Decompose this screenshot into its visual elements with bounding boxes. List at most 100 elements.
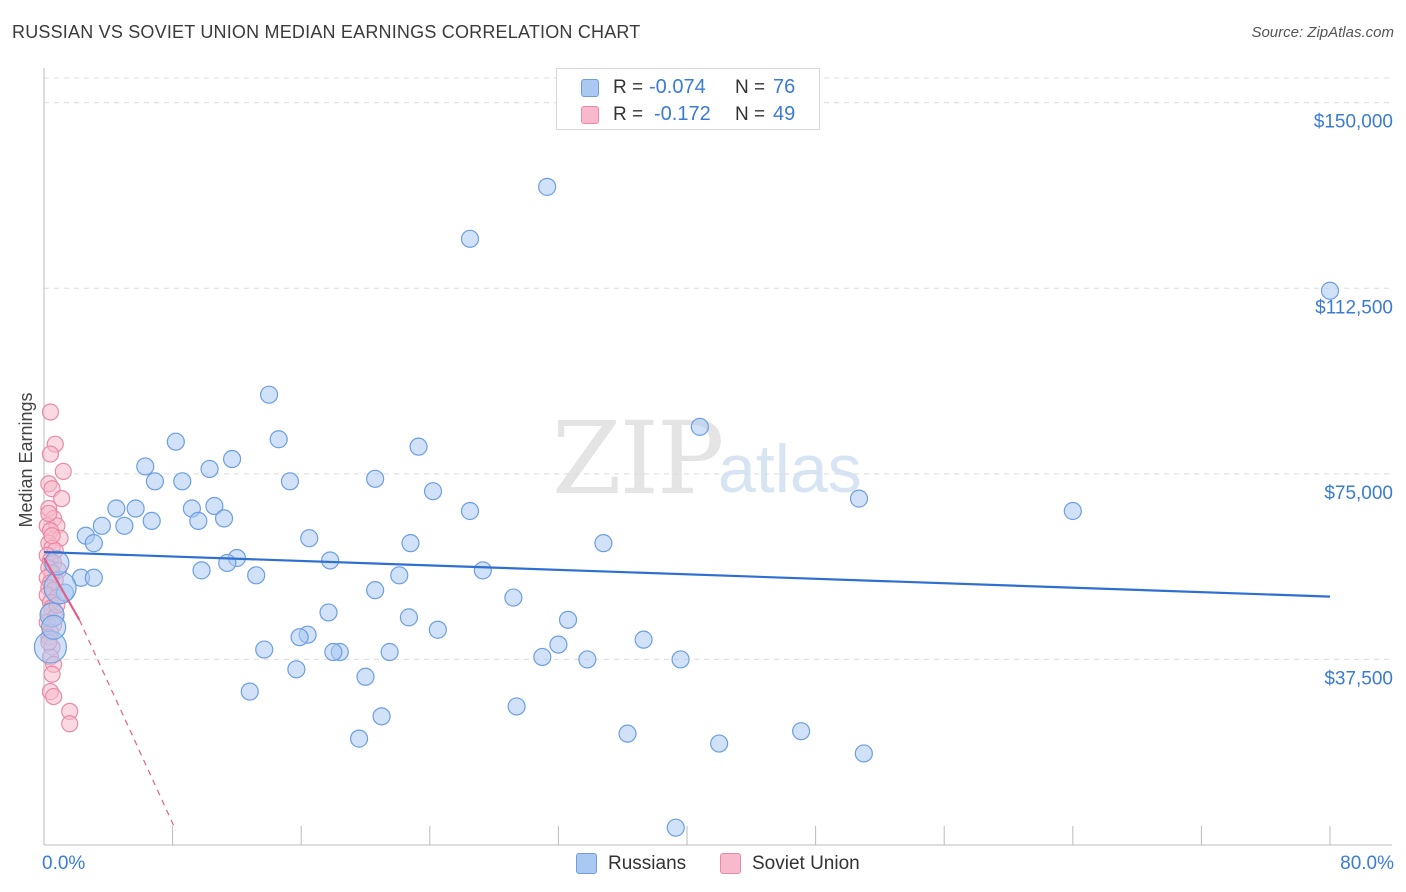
data-point[interactable] <box>192 561 211 580</box>
data-point[interactable] <box>533 647 552 667</box>
bottom-legend-swatch-soviet-union <box>720 853 741 874</box>
data-point[interactable] <box>214 509 234 528</box>
data-point[interactable] <box>372 707 391 726</box>
data-point[interactable] <box>92 516 111 535</box>
data-point[interactable] <box>423 482 443 501</box>
data-point[interactable] <box>401 534 420 553</box>
legend-r-value: -0.074 <box>649 76 706 98</box>
data-point[interactable] <box>259 385 279 404</box>
y-tick-label: $150,000 <box>1314 112 1393 133</box>
data-point[interactable] <box>126 499 145 518</box>
chart-title: RUSSIAN VS SOVIET UNION MEDIAN EARNINGS … <box>12 22 641 42</box>
data-point[interactable] <box>115 516 134 535</box>
bottom-legend: Russians Soviet Union <box>0 850 1406 880</box>
data-point[interactable] <box>710 734 729 753</box>
data-point[interactable] <box>41 614 67 640</box>
data-point[interactable] <box>618 724 637 743</box>
data-point[interactable] <box>460 501 480 521</box>
data-point[interactable] <box>218 553 237 573</box>
data-point[interactable] <box>390 566 409 585</box>
data-point[interactable] <box>1063 501 1082 521</box>
data-point[interactable] <box>349 729 369 748</box>
data-point[interactable] <box>666 818 685 837</box>
data-point[interactable] <box>473 561 492 580</box>
data-point[interactable] <box>166 432 185 451</box>
data-point[interactable] <box>136 457 155 476</box>
data-point[interactable] <box>247 566 266 585</box>
data-point[interactable] <box>366 469 385 488</box>
data-point[interactable] <box>40 504 58 523</box>
data-point[interactable] <box>53 490 71 508</box>
data-point[interactable] <box>634 630 653 649</box>
data-point[interactable] <box>538 177 557 196</box>
data-point[interactable] <box>45 687 63 706</box>
data-point[interactable] <box>107 499 126 518</box>
data-point[interactable] <box>504 588 523 607</box>
legend-n-value: 76 <box>773 76 796 98</box>
data-point[interactable] <box>319 603 338 622</box>
data-point[interactable] <box>61 715 79 733</box>
data-point[interactable] <box>290 628 309 647</box>
y-tick-label: $75,000 <box>1324 483 1393 504</box>
y-axis-label: Median Earnings <box>16 392 36 527</box>
data-point[interactable] <box>428 620 447 639</box>
data-point[interactable] <box>189 511 208 530</box>
legend-swatch-soviet-union <box>581 106 599 124</box>
data-point[interactable] <box>558 610 578 629</box>
y-tick-label: $112,500 <box>1315 297 1393 318</box>
data-point[interactable] <box>671 650 690 669</box>
data-point[interactable] <box>399 608 419 627</box>
data-point[interactable] <box>43 665 61 683</box>
bottom-legend-label-soviet-union: Soviet Union <box>752 853 860 874</box>
data-point[interactable] <box>324 642 343 662</box>
legend-row-russians: R = -0.074 N = 76 <box>557 73 819 101</box>
data-point[interactable] <box>300 529 319 548</box>
grid-lines <box>44 77 1392 660</box>
data-point[interactable] <box>200 459 219 479</box>
data-point[interactable] <box>43 527 61 545</box>
data-point[interactable] <box>41 445 60 463</box>
legend-n-label: N = <box>735 77 766 98</box>
axes <box>43 68 1392 846</box>
data-point[interactable] <box>205 496 224 516</box>
data-point[interactable] <box>222 449 242 469</box>
data-point[interactable] <box>84 568 103 587</box>
data-point[interactable] <box>269 430 288 449</box>
bottom-legend-label-russians: Russians <box>608 853 687 874</box>
data-point[interactable] <box>1320 281 1340 300</box>
x-tick-label-max: 80.0% <box>1340 853 1394 874</box>
data-point[interactable] <box>849 489 869 508</box>
data-point[interactable] <box>507 697 526 716</box>
legend-r-label: R = <box>613 77 644 98</box>
data-point[interactable] <box>41 403 60 421</box>
data-point[interactable] <box>690 417 709 436</box>
data-point[interactable] <box>255 640 274 659</box>
data-point[interactable] <box>792 722 811 741</box>
data-point[interactable] <box>142 511 161 530</box>
trend-line-russians <box>43 550 1331 598</box>
data-point[interactable] <box>409 437 428 456</box>
data-point[interactable] <box>356 667 375 686</box>
data-point[interactable] <box>460 229 480 248</box>
data-point[interactable] <box>84 534 103 553</box>
data-point[interactable] <box>173 472 192 491</box>
legend-n-value: 49 <box>773 103 796 125</box>
data-point[interactable] <box>578 650 597 669</box>
legend-row-soviet-union: R = -0.172 N = 49 <box>557 100 819 128</box>
data-point[interactable] <box>44 550 70 576</box>
data-point[interactable] <box>380 642 399 662</box>
data-point[interactable] <box>854 744 873 763</box>
data-point[interactable] <box>594 534 613 553</box>
trend-lines <box>43 550 1331 831</box>
data-point[interactable] <box>366 581 385 600</box>
data-point[interactable] <box>240 682 259 701</box>
legend: R = -0.074 N = 76 R = -0.172 N = 49 <box>556 68 820 130</box>
data-point[interactable] <box>321 551 340 570</box>
data-point[interactable] <box>145 472 165 491</box>
series-russians <box>33 177 1340 837</box>
data-point[interactable] <box>549 635 568 654</box>
data-point[interactable] <box>54 462 72 480</box>
legend-n-label: N = <box>735 104 766 125</box>
data-point[interactable] <box>287 660 306 679</box>
data-point[interactable] <box>280 472 300 491</box>
